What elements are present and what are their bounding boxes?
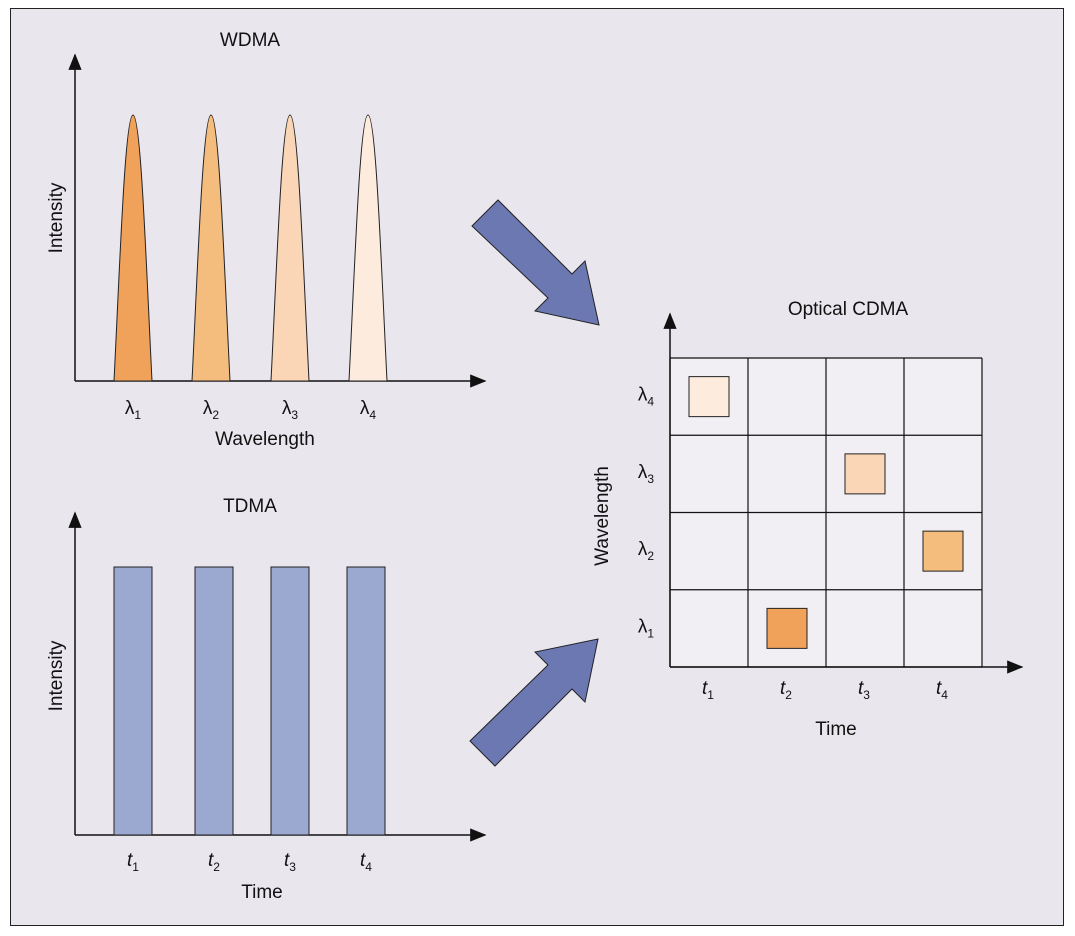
cdma-code-chip-2 bbox=[844, 453, 886, 495]
tdma-tick-1: t1 bbox=[127, 850, 139, 874]
cdma-x-tick-2: t2 bbox=[780, 678, 792, 702]
tdma-bar-4 bbox=[346, 566, 386, 836]
cdma-panel: Optical CDMA Wavelength Time t1 t2 t3 t4 λ4… bbox=[592, 299, 1024, 740]
wdma-tick-4: λ4 bbox=[360, 398, 377, 422]
tdma-ticks: t1 t2 t3 t4 bbox=[127, 850, 372, 874]
cdma-code-chip-4 bbox=[766, 607, 808, 649]
tdma-y-label: Intensity bbox=[46, 640, 67, 711]
cdma-code-chips bbox=[688, 376, 964, 649]
wdma-y-label: Intensity bbox=[46, 182, 67, 253]
cdma-x-tick-4: t4 bbox=[936, 678, 948, 702]
tdma-tick-2: t2 bbox=[208, 850, 220, 874]
cdma-y-tick-2: λ3 bbox=[638, 462, 655, 486]
cdma-grid bbox=[669, 357, 983, 668]
wdma-tick-3: λ3 bbox=[282, 398, 299, 422]
tdma-panel: TDMA Intensity Time t1 t2 t3 t4 bbox=[46, 496, 487, 903]
cdma-y-ticks: λ4 λ3 λ2 λ1 bbox=[638, 385, 655, 641]
wdma-peaks bbox=[113, 114, 388, 382]
cdma-code-chip-1 bbox=[688, 376, 730, 418]
tdma-x-label: Time bbox=[241, 882, 283, 903]
wdma-panel: WDMA Intensity Wavelength λ1 λ2 λ3 λ4 bbox=[46, 30, 487, 450]
cdma-code-chip-3 bbox=[922, 530, 964, 572]
wdma-to-cdma-arrow bbox=[471, 199, 600, 326]
cdma-x-tick-1: t1 bbox=[702, 678, 714, 702]
wdma-peak-4 bbox=[348, 114, 388, 382]
cdma-y-tick-1: λ4 bbox=[638, 385, 655, 409]
wdma-tick-1: λ1 bbox=[125, 398, 142, 422]
arrows bbox=[469, 199, 600, 767]
tdma-tick-3: t3 bbox=[284, 850, 296, 874]
tdma-bars bbox=[113, 566, 386, 836]
cdma-y-tick-3: λ2 bbox=[638, 539, 655, 563]
cdma-y-tick-4: λ1 bbox=[638, 616, 655, 640]
wdma-peak-2 bbox=[191, 114, 231, 382]
tdma-tick-4: t4 bbox=[360, 850, 372, 874]
tdma-title: TDMA bbox=[223, 496, 277, 517]
wdma-title: WDMA bbox=[220, 30, 280, 51]
wdma-tick-2: λ2 bbox=[203, 398, 220, 422]
tdma-bar-3 bbox=[270, 566, 310, 836]
cdma-x-label: Time bbox=[815, 719, 857, 740]
wdma-ticks: λ1 λ2 λ3 λ4 bbox=[125, 398, 377, 422]
tdma-bar-2 bbox=[194, 566, 234, 836]
wdma-peak-1 bbox=[113, 114, 153, 382]
wdma-peak-3 bbox=[270, 114, 310, 382]
tdma-bar-1 bbox=[113, 566, 153, 836]
tdma-to-cdma-arrow bbox=[469, 638, 599, 767]
cdma-x-ticks: t1 t2 t3 t4 bbox=[702, 678, 948, 702]
cdma-title: Optical CDMA bbox=[788, 299, 909, 320]
cdma-y-label: Wavelength bbox=[592, 466, 613, 566]
cdma-x-tick-3: t3 bbox=[858, 678, 870, 702]
wdma-x-label: Wavelength bbox=[215, 429, 315, 450]
